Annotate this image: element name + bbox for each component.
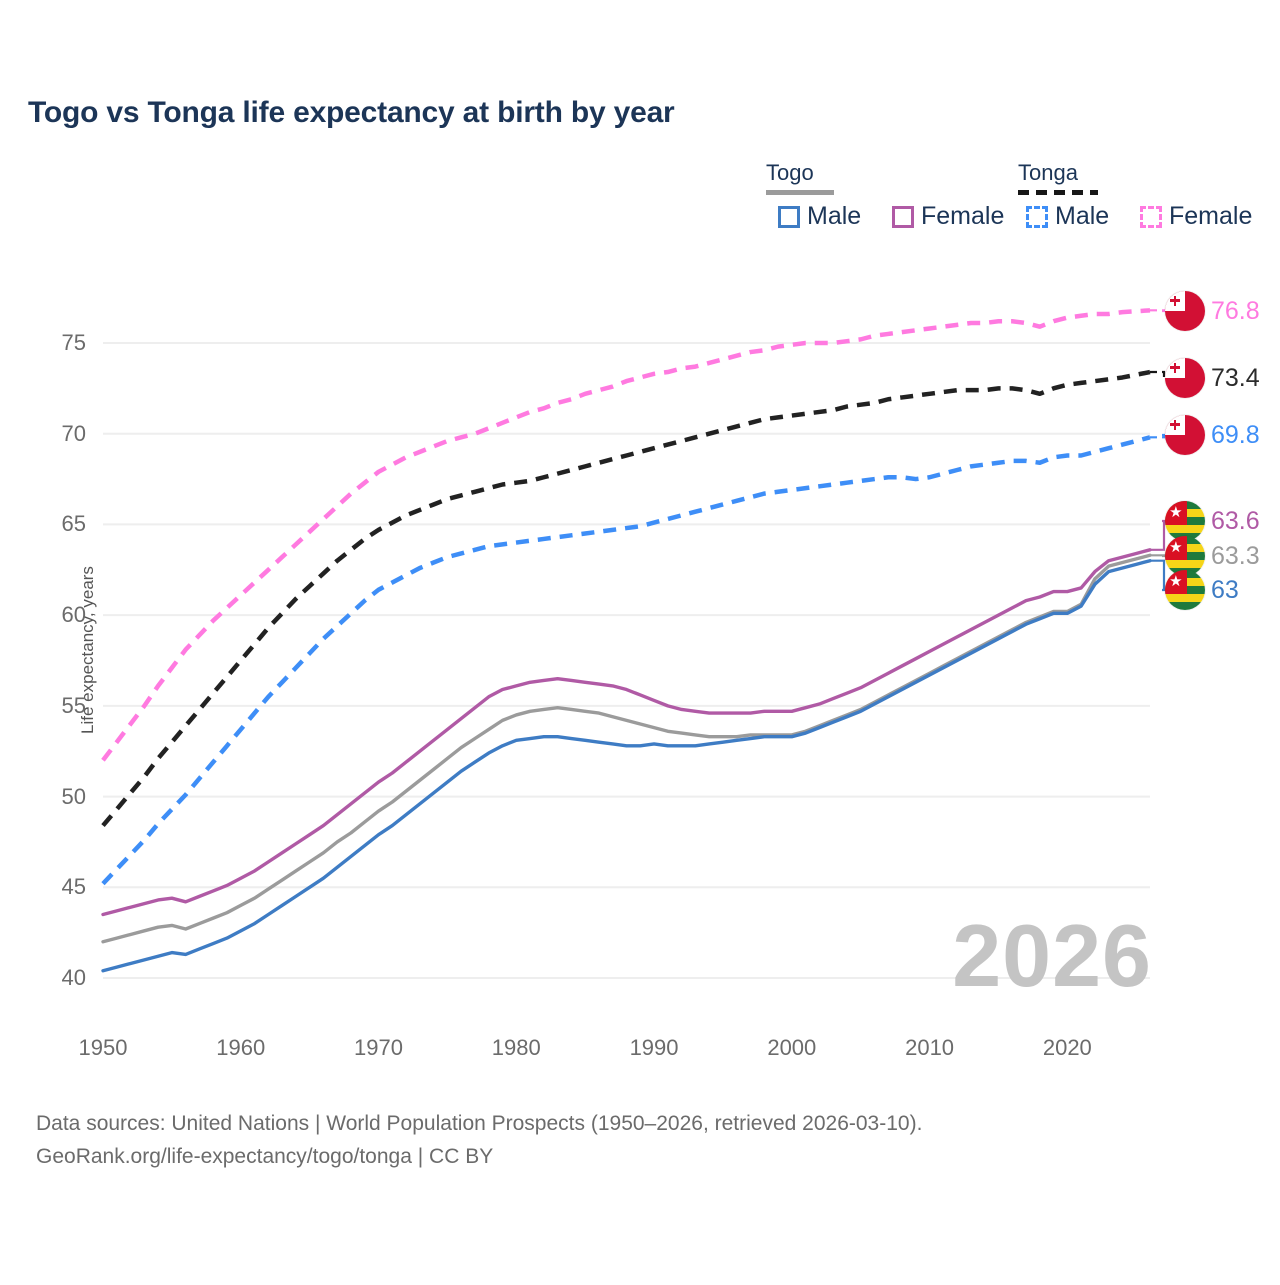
y-axis-tick-label: 60 [61,602,86,628]
x-axis-tick-label: 1990 [629,1035,679,1060]
page-title: Togo vs Tonga life expectancy at birth b… [28,96,675,129]
tonga-flag-cross-icon [1173,295,1177,307]
series-end-marker: ★ 63.6 [1165,501,1260,541]
tonga-flag-canton [1165,415,1185,435]
series-end-value: 63.6 [1211,506,1260,535]
legend-item-tonga-female[interactable]: Female [1140,204,1252,229]
y-axis-tick-label: 40 [61,965,86,990]
x-axis-tick-label: 1980 [491,1035,541,1060]
legend-group-rule-tonga [1018,190,1098,195]
togo-flag-canton [1165,536,1188,560]
tonga-flag-cross-icon [1170,366,1180,370]
y-axis-tick-label: 65 [61,511,86,537]
series-end-marker: 69.8 [1165,415,1260,455]
x-axis-tick-label: 2000 [767,1035,817,1060]
y-axis-tick-label: 45 [61,874,86,900]
series-end-marker: 73.4 [1165,358,1260,398]
tonga-flag-canton [1165,358,1185,378]
x-axis-tick-label: 2010 [905,1035,955,1060]
legend-group-rule-togo [766,190,834,195]
series-end-value: 69.8 [1211,420,1260,449]
legend-label-tonga-female: Female [1169,202,1253,230]
series-end-value: 73.4 [1211,363,1260,392]
y-axis-tick-label: 75 [61,330,86,355]
legend-label-togo-male: Male [807,202,862,230]
legend-swatch-togo-male [778,205,800,228]
x-axis-tick-label: 1960 [216,1035,266,1060]
year-watermark: 2026 [952,906,1152,1005]
footer-attribution: Data sources: United Nations | World Pop… [36,1108,922,1173]
legend-item-tonga-male[interactable]: Male [1026,204,1109,229]
togo-flag-icon: ★ [1165,536,1205,576]
chart-legend: Togo Tonga Male Female Male Female [760,160,1260,250]
tonga-flag-icon [1165,358,1205,398]
y-axis-label: Life expectancy, years [78,566,97,734]
tonga-flag-cross-icon [1173,419,1177,431]
togo-flag-icon: ★ [1165,501,1205,541]
series-end-marker: ★ 63 [1165,570,1239,610]
tonga-flag-canton [1165,291,1185,311]
footer-line-2: GeoRank.org/life-expectancy/togo/tonga |… [36,1144,494,1168]
x-axis-tick-label: 1950 [78,1035,128,1060]
y-axis-tick-label: 70 [61,420,86,446]
legend-swatch-tonga-female [1140,205,1162,228]
togo-flag-canton [1165,570,1188,594]
series-end-value: 63 [1211,575,1239,604]
togo-flag-canton [1165,501,1188,525]
tonga-flag-icon [1165,291,1205,331]
legend-item-togo-female[interactable]: Female [892,204,1004,229]
legend-swatch-togo-female [892,205,914,228]
footer-line-1: Data sources: United Nations | World Pop… [36,1112,923,1135]
legend-label-tonga-male: Male [1055,202,1110,230]
series-end-value: 63.3 [1211,541,1260,570]
tonga-flag-cross-icon [1170,423,1180,427]
legend-label-togo-female: Female [921,202,1005,230]
legend-group-title-tonga: Tonga [1018,160,1078,185]
togo-flag-icon: ★ [1165,570,1205,610]
tonga-flag-icon [1165,415,1205,455]
legend-swatch-tonga-male [1026,205,1048,228]
series-end-marker: 76.8 [1165,291,1260,331]
series-end-value: 76.8 [1211,296,1260,325]
y-axis-tick-label: 55 [61,692,86,718]
y-axis-tick-label: 50 [61,783,86,809]
x-axis-tick-label: 1970 [354,1035,403,1060]
x-axis-tick-label: 2020 [1042,1035,1092,1060]
legend-item-togo-male[interactable]: Male [778,204,861,229]
series-end-marker: ★ 63.3 [1165,536,1260,576]
tonga-flag-cross-icon [1170,299,1180,303]
tonga-flag-cross-icon [1173,362,1177,374]
legend-group-title-togo: Togo [766,160,814,185]
